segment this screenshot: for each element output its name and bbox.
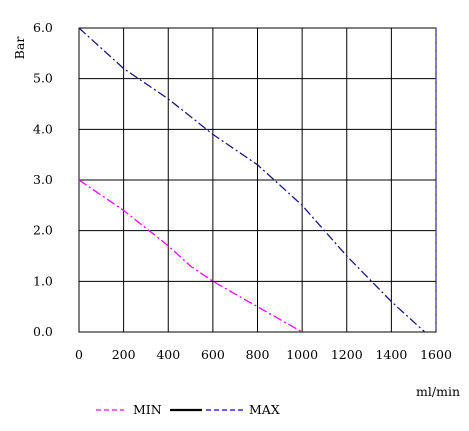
x-tick-label: 1000 (286, 347, 318, 362)
y-tick-label: 2.0 (33, 223, 53, 238)
x-tick-label: 600 (201, 347, 225, 362)
y-tick-labels: 0.0 1.0 2.0 3.0 4.0 5.0 6.0 (33, 20, 53, 339)
y-tick-label: 0.0 (33, 324, 53, 339)
y-tick-label: 6.0 (33, 20, 53, 35)
x-tick-label: 800 (246, 347, 270, 362)
plot-grid (78, 27, 437, 333)
y-tick-label: 1.0 (33, 273, 53, 288)
series-line-min (78, 179, 303, 333)
x-tick-label: 1600 (420, 347, 452, 362)
y-tick-label: 3.0 (33, 172, 53, 187)
x-tick-label: 1400 (375, 347, 407, 362)
legend-label-min: MIN (133, 402, 162, 417)
y-tick-label: 5.0 (33, 71, 53, 86)
x-tick-labels: 0 200 400 600 800 1000 1200 1400 1600 (75, 347, 452, 362)
series-line-max (78, 27, 426, 333)
x-tick-label: 400 (156, 347, 180, 362)
x-tick-label: 0 (75, 347, 83, 362)
y-axis-label: Bar (12, 37, 27, 60)
series-layer (78, 27, 437, 333)
x-axis-label: ml/min (416, 384, 460, 399)
x-tick-label: 1200 (331, 347, 363, 362)
x-tick-label: 200 (112, 347, 136, 362)
legend-label-max: MAX (249, 402, 280, 417)
y-tick-label: 4.0 (33, 121, 53, 136)
legend: MIN MAX (96, 402, 280, 417)
